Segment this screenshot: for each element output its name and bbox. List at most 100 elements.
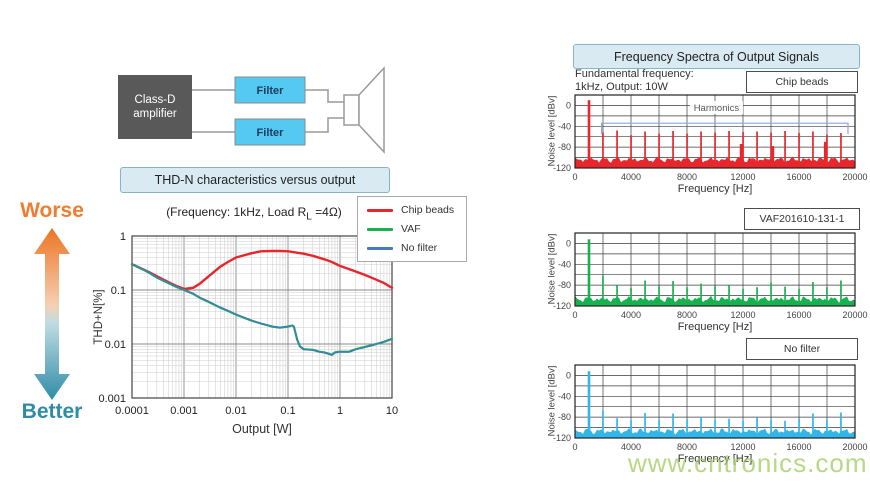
condition-line-2: 1kHz, Output: 10W — [575, 81, 668, 93]
thdn-y-tick: 1 — [120, 231, 126, 243]
thdn-x-tick: 10 — [386, 405, 398, 417]
thdn-x-tick: 0.0001 — [115, 405, 149, 417]
spectrum-y-tick: 0 — [566, 100, 571, 110]
thdn-x-tick: 1 — [337, 405, 343, 417]
thdn-x-tick: 0.1 — [280, 405, 295, 417]
spectrum-tick-labels: 0 4000 8000 12000 16000 20000 0 -40 -80 -120 — [553, 370, 868, 452]
spectrum-plot-border — [574, 94, 856, 169]
spectrum-x-tick: 12000 — [730, 172, 755, 182]
legend-swatch-chip-beads — [367, 208, 393, 212]
filter-box-bottom — [234, 118, 306, 146]
watermark: www.cntronics.com — [628, 448, 868, 478]
legend-swatch-vaf — [367, 227, 393, 231]
legend-swatch-no-filter — [367, 246, 393, 250]
thdn-y-tick: 0.001 — [98, 393, 126, 405]
thdn-x-tick: 0.001 — [170, 405, 198, 417]
spectrum-y-tick: -80 — [558, 142, 571, 152]
spectrum-y-tick: -80 — [558, 412, 571, 422]
spectrum-label-vaf: VAF201610-131-1 — [744, 208, 860, 230]
spectrum-plot-border — [574, 364, 856, 439]
spectrum-x-tick: 20000 — [842, 172, 867, 182]
thdn-y-tick: 0.01 — [105, 339, 126, 351]
spectrum-y-tick: -120 — [553, 163, 571, 173]
thdn-y-tick: 0.1 — [111, 285, 126, 297]
amp-label-line2: amplifier — [133, 108, 177, 120]
spectrum-y-tick: -120 — [553, 433, 571, 443]
thdn-grid — [131, 236, 392, 399]
harmonic-spikes — [587, 100, 842, 168]
spectrum-x-tick: 8000 — [677, 172, 697, 182]
better-label: Better — [21, 400, 83, 423]
spectrum-tick-labels: 0 4000 8000 12000 16000 20000 0 -40 -80 -120 — [553, 238, 868, 320]
legend-item-chip-beads: Chip beads — [367, 204, 457, 216]
condition-line-1: Fundamental frequency: — [575, 68, 694, 80]
thdn-title: THD-N characteristics versus output — [154, 173, 356, 187]
thdn-legend: Chip beads VAF No filter — [357, 196, 467, 262]
spectrum-y-tick: -120 — [553, 301, 571, 311]
spectrum-x-tick: 16000 — [786, 442, 811, 452]
legend-item-vaf: VAF — [367, 223, 457, 235]
spectrum-y-tick: -80 — [558, 280, 571, 290]
quality-gradient-arrow — [34, 228, 70, 400]
spectrum-x-tick: 12000 — [730, 442, 755, 452]
spectrum-x-tick: 0 — [572, 442, 577, 452]
spectrum-x-tick: 8000 — [677, 310, 697, 320]
spectrum-y-tick: 0 — [566, 370, 571, 380]
spectrum-x-tick: 4000 — [621, 442, 641, 452]
spectrum-x-tick: 4000 — [621, 310, 641, 320]
class-d-amplifier-box — [118, 75, 192, 139]
harmonic-spikes — [587, 371, 842, 439]
spectrum-x-tick: 12000 — [730, 310, 755, 320]
thdn-title-box: THD-N characteristics versus output — [120, 167, 390, 193]
thdn-x-tick: 0.01 — [225, 405, 246, 417]
spectrum-xlabel-3: Frequency [Hz] — [677, 453, 753, 465]
spectra-title: Frequency Spectra of Output Signals — [614, 49, 819, 64]
wire-lines — [192, 89, 344, 133]
legend-label-vaf: VAF — [401, 223, 421, 235]
harmonic-spikes — [587, 239, 842, 307]
spectrum-chart-no-filter: 0 4000 8000 12000 16000 20000 0 -40 -80 -120 — [553, 364, 868, 452]
spectrum-chart-vaf: 0 4000 8000 12000 16000 20000 0 -40 -80 -120 — [553, 232, 868, 320]
spectrum-x-tick: 16000 — [786, 172, 811, 182]
filter-box-top — [234, 76, 306, 104]
spectrum-y-tick: 0 — [566, 238, 571, 248]
legend-label-no-filter: No filter — [401, 242, 438, 254]
spectrum-x-tick: 8000 — [677, 442, 697, 452]
spectrum-label-no-filter: No filter — [746, 338, 858, 360]
thdn-subtitle: (Frequency: 1kHz, Load RL =4Ω) — [166, 205, 342, 223]
spectrum-tick-labels: 0 4000 8000 12000 16000 20000 0 -40 -80 -120 — [553, 100, 868, 182]
spectrum-xlabel-1: Frequency [Hz] — [677, 183, 753, 195]
spectrum-y-tick: -40 — [558, 121, 571, 131]
harmonics-annotation: Harmonics — [694, 103, 740, 114]
thdn-ylabel: THD+N[%] — [93, 289, 105, 344]
spectrum-plot-border — [574, 232, 856, 307]
spectrum-x-tick: 20000 — [842, 442, 867, 452]
filter-label-bottom: Filter — [257, 127, 285, 139]
spectrum-x-tick: 0 — [572, 172, 577, 182]
thdn-series-no-filter — [131, 263, 393, 356]
spectrum-x-tick: 16000 — [786, 310, 811, 320]
legend-item-no-filter: No filter — [367, 242, 457, 254]
spectrum-x-tick: 0 — [572, 310, 577, 320]
amp-label-line1: Class-D — [135, 94, 176, 106]
thdn-series-vaf — [130, 263, 394, 356]
harmonics-bracket: Harmonics — [601, 101, 849, 135]
worse-label: Worse — [20, 199, 84, 222]
spectrum-xlabel-2: Frequency [Hz] — [677, 321, 753, 333]
spectrum-x-tick: 4000 — [621, 172, 641, 182]
thdn-xlabel: Output [W] — [232, 422, 292, 436]
test-condition-text: Fundamental frequency: 1kHz, Output: 10W — [575, 68, 694, 94]
thdn-plot-border — [131, 235, 393, 399]
signal-chain-diagram: Class-D amplifier Filter Filter — [118, 66, 385, 154]
speaker-icon — [343, 66, 385, 154]
thdn-chart: THD+N[%] Output [W] 0.0001 0.001 0.01 0.1 1 1… — [93, 231, 398, 436]
spectrum-y-tick: -40 — [558, 259, 571, 269]
spectrum-chart-chip-beads: 0 4000 8000 12000 16000 20000 0 -40 -80 -120 Harmo… — [553, 94, 868, 182]
filter-label-top: Filter — [257, 85, 285, 97]
legend-label-chip-beads: Chip beads — [401, 204, 455, 216]
spectra-title-box: Frequency Spectra of Output Signals — [573, 44, 860, 69]
spectrum-y-tick: -40 — [558, 391, 571, 401]
spectrum-label-chip-beads: Chip beads — [746, 71, 858, 93]
